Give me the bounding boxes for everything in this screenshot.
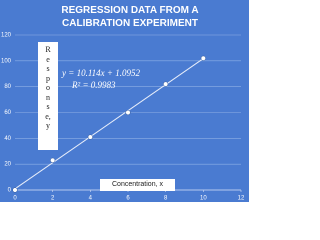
y-tick-label: 0 [8, 188, 12, 194]
x-tick-label: 10 [200, 196, 207, 202]
y-tick-label: 120 [1, 33, 12, 39]
y-tick-label: 20 [4, 162, 11, 168]
point [200, 55, 206, 61]
y-tick-label: 100 [1, 58, 12, 64]
x-tick-label: 6 [126, 196, 130, 202]
x-axis-label: Concentration, x [100, 179, 175, 191]
equation: y = 10.114x + 1.0952 [62, 68, 140, 78]
y-tick-label: 60 [4, 110, 11, 116]
x-tick-label: 12 [238, 196, 245, 202]
y-axis-label: Response, y [38, 42, 58, 150]
point [163, 81, 169, 87]
point [125, 109, 131, 116]
x-tick-label: 0 [13, 196, 17, 202]
chart: 0 20 40 60 80 100 120 0 2 4 6 8 10 12 REGRESSION DATA… [0, 0, 249, 202]
trendline [14, 58, 204, 190]
point [50, 157, 56, 163]
x-tick-label: 8 [164, 196, 168, 202]
y-tick-label: 40 [4, 136, 11, 142]
point [87, 134, 93, 140]
chart-title: REGRESSION DATA FROM A CALIBRATION EXPER… [61, 5, 199, 29]
x-tick-label: 4 [89, 196, 93, 202]
y-tick-label: 80 [4, 84, 11, 90]
point [12, 187, 18, 193]
x-tick-label: 2 [51, 196, 55, 202]
y-axis-label-text: Response, y [45, 45, 51, 130]
r-squared: R² = 0.9983 [72, 80, 116, 90]
